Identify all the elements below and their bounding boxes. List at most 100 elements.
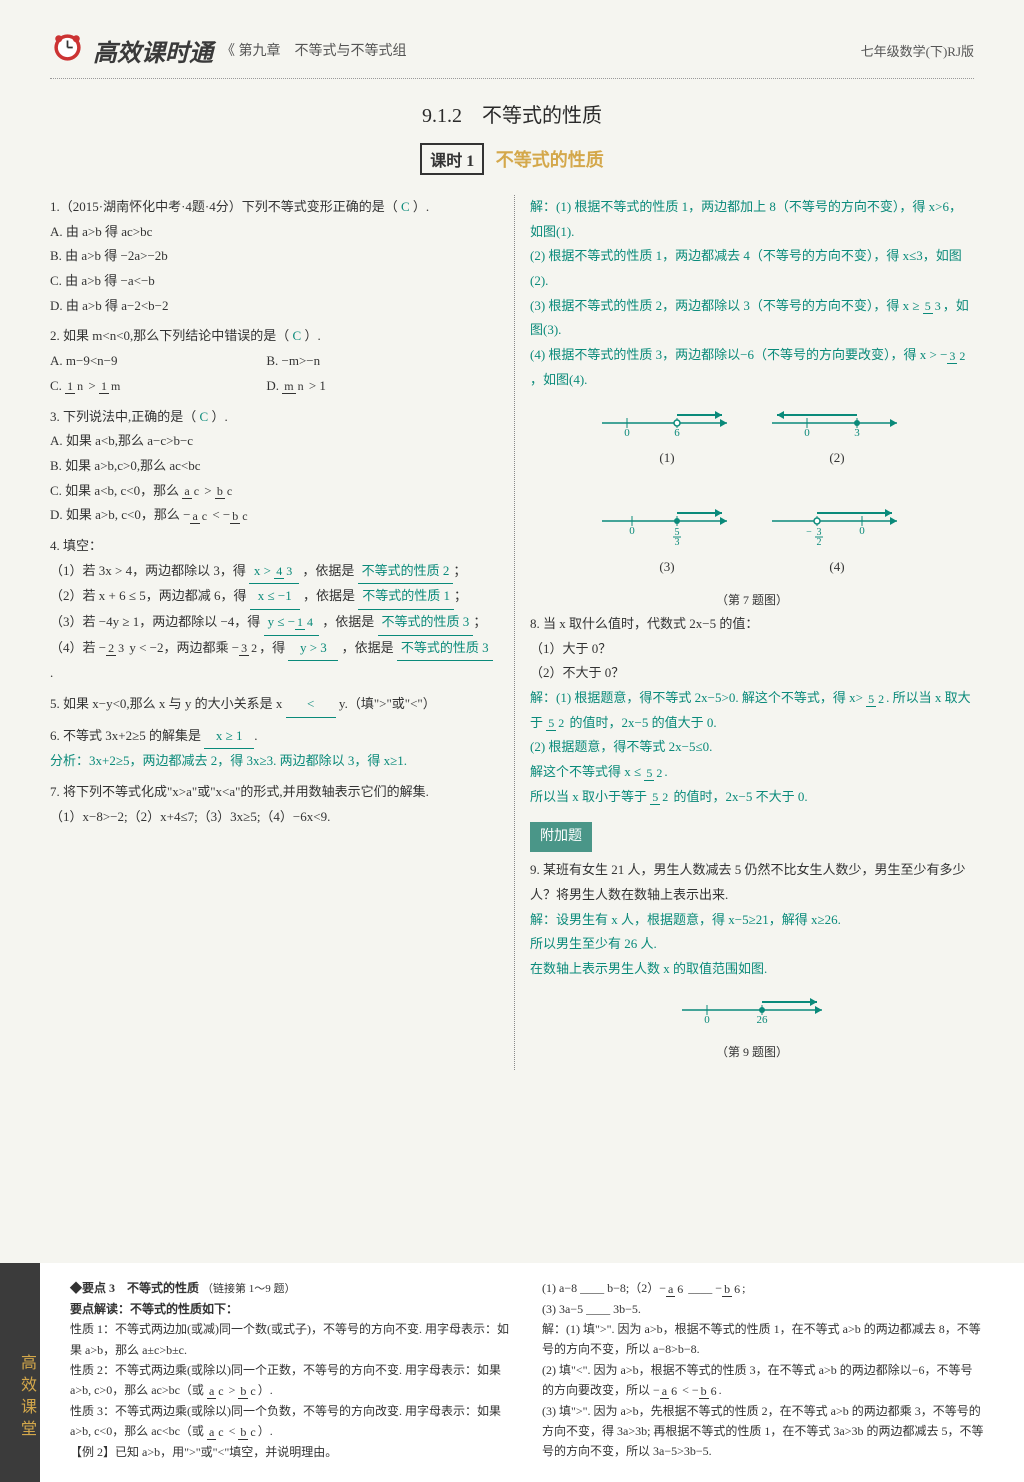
svg-text:2: 2 xyxy=(817,537,822,546)
q3-opt-c: C. 如果 a<b, c<0，那么 ac > bc xyxy=(50,483,234,498)
q4-4-blank2: 不等式的性质 3 xyxy=(397,636,493,662)
extra-badge: 附加题 xyxy=(530,822,592,853)
q9-sol1: 解：设男生有 x 人，根据题意，得 x−5≥21，解得 x≥26. xyxy=(530,912,841,927)
q1-opt-d: D. 由 a>b 得 a−2<b−2 xyxy=(50,298,169,313)
clock-icon xyxy=(50,30,85,70)
page-content: 高效课时通 《 第九章 不等式与不等式组 七年级数学(下)RJ版 9.1.2 不… xyxy=(0,0,1024,1070)
q3-answer: C xyxy=(200,409,209,424)
svg-text:6: 6 xyxy=(674,427,680,438)
q7-sol-2: (2) 根据不等式的性质 1，两边都减去 4（不等号的方向不变），得 x≤3，如… xyxy=(530,244,974,293)
q8: 8. 当 x 取什么值时，代数式 2x−5 的值： （1）大于 0？ （2）不大… xyxy=(530,612,974,810)
ex2-a1: 解：(1) 填">". 因为 a>b，根据不等式的性质 1，在不等式 a>b 的… xyxy=(542,1322,981,1356)
q6-blank: x ≥ 1 xyxy=(204,724,254,750)
q4-stem: 4. 填空： xyxy=(50,538,102,553)
footer: 56 高效课堂 ◆要点 3 不等式的性质 （链接第 1～9 题） 要点解读：不等… xyxy=(0,1263,1024,1482)
q7-diagrams: 0 6 (1) 0 3 xyxy=(530,403,974,580)
q4-1a: （1）若 3x > 4，两边都除以 3，得 xyxy=(50,563,246,578)
lesson-number: 课时 1 xyxy=(420,143,484,175)
q8-a3: 解这个不等式得 x ≤ 52. xyxy=(530,764,668,779)
q5-blank: < xyxy=(286,692,336,718)
chapter-label: 《 第九章 不等式与不等式组 xyxy=(221,40,407,60)
diag2-label: (2) xyxy=(767,446,907,471)
ex2-a3: (3) 填">". 因为 a>b，先根据不等式的性质 2，在不等式 a>b 的两… xyxy=(542,1404,984,1459)
example-2: 【例 2】已知 a>b，用">"或"<"填空，并说明理由。 xyxy=(70,1445,337,1459)
q5: 5. 如果 x−y<0,那么 x 与 y 的大小关系是 x < y.（填">"或… xyxy=(50,692,494,718)
q3-close: ）. xyxy=(211,409,227,424)
q4-4-blank1: y > 3 xyxy=(288,636,338,662)
q4-3a: （3）若 −4y ≥ 1，两边都除以 −4，得 xyxy=(50,614,260,629)
q9-stem: 9. 某班有女生 21 人，男生人数减去 5 仍然不比女生人数少，男生至少有多少… xyxy=(530,862,966,902)
lesson-tag: 课时 1 不等式的性质 xyxy=(50,143,974,175)
q4-1-blank2: 不等式的性质 2 xyxy=(358,559,454,585)
q7-sol-4: (4) 根据不等式的性质 3，两边都除以−6（不等号的方向要改变），得 x > … xyxy=(530,343,974,392)
svg-text:0: 0 xyxy=(804,427,810,438)
diagram-2: 0 3 (2) xyxy=(767,403,907,471)
q7-fig-label: （第 7 题图） xyxy=(530,589,974,612)
q4-2a: （2）若 x + 6 ≤ 5，两边都减 6，得 xyxy=(50,588,246,603)
q6: 6. 不等式 3x+2≥5 的解集是 x ≥ 1. 分析：3x+2≥5，两边都减… xyxy=(50,724,494,774)
q8-a2: (2) 根据题意，得不等式 2x−5≤0. xyxy=(530,739,712,754)
q9-fig-label: （第 9 题图） xyxy=(530,1041,974,1064)
q4: 4. 填空： （1）若 3x > 4，两边都除以 3，得 x > 43 ，依据是… xyxy=(50,534,494,686)
brand-title: 高效课时通 xyxy=(93,33,213,68)
q2: 2. 如果 m<n<0,那么下列结论中错误的是（ C ）. A. m−9<n−9… xyxy=(50,324,494,398)
q4-4c: ，依据是 xyxy=(342,640,394,655)
q4-2-blank2: 不等式的性质 1 xyxy=(358,584,454,610)
q3-stem: 3. 下列说法中,正确的是（ xyxy=(50,409,196,424)
q8-stem: 8. 当 x 取什么值时，代数式 2x−5 的值： xyxy=(530,616,758,631)
q9: 9. 某班有女生 21 人，男生人数减去 5 仍然不比女生人数少，男生至少有多少… xyxy=(530,858,974,1064)
q4-3c: ，依据是 xyxy=(322,614,374,629)
q4-3-blank2: 不等式的性质 3 xyxy=(378,610,474,636)
left-column: 1.（2015·湖南怀化中考·4题·4分）下列不等式变形正确的是（ C ）. A… xyxy=(50,195,494,1070)
content-columns: 1.（2015·湖南怀化中考·4题·4分）下列不等式变形正确的是（ C ）. A… xyxy=(50,195,974,1070)
q9-sol3: 在数轴上表示男生人数 x 的取值范围如图. xyxy=(530,961,767,976)
q4-2-blank1: x ≤ −1 xyxy=(250,584,300,610)
q4-3-blank1: y ≤ −14 xyxy=(264,610,319,636)
svg-text:0: 0 xyxy=(704,1014,710,1025)
q3-opt-d: D. 如果 a>b, c<0，那么 −ac < −bc xyxy=(50,507,250,522)
property-1: 性质 1：不等式两边加(或减)同一个数(或式子)，不等号的方向不变. 用字母表示… xyxy=(70,1322,509,1356)
q5-tail: y.（填">"或"<"） xyxy=(339,696,436,711)
q3-opt-a: A. 如果 a<b,那么 a−c>b−c xyxy=(50,433,193,448)
q3-opt-b: B. 如果 a>b,c>0,那么 ac<bc xyxy=(50,458,201,473)
header-right: 七年级数学(下)RJ版 xyxy=(861,41,974,60)
diag4-label: (4) xyxy=(767,555,907,580)
keypoint-title: ◆要点 3 不等式的性质 xyxy=(70,1281,199,1295)
diagram-4: − 3 2 0 (4) xyxy=(767,501,907,579)
q6-analysis: 分析：3x+2≥5，两边都减去 2，得 3x≥3. 两边都除以 3，得 x≥1. xyxy=(50,753,407,768)
q8-sub1: （1）大于 0？ xyxy=(530,641,611,656)
q4-1c: ，依据是 xyxy=(302,563,354,578)
property-3: 性质 3：不等式两边乘(或除以)同一个负数，不等号的方向改变. 用字母表示：如果… xyxy=(70,1404,501,1438)
keypoint-intro: 要点解读：不等式的性质如下： xyxy=(70,1302,238,1316)
q9-diagram: 0 26 xyxy=(530,990,974,1034)
footer-side-label: 高效课堂 xyxy=(0,1263,40,1482)
ex2-a2: (2) 填"<". 因为 a>b，根据不等式的性质 3，在不等式 a>b 的两边… xyxy=(542,1363,973,1397)
lesson-subtitle: 不等式的性质 xyxy=(496,150,604,170)
q7-items: （1）x−8>−2;（2）x+4≤7;（3）3x≥5;（4）−6x<9. xyxy=(50,809,330,824)
q7-sol-1: 解：(1) 根据不等式的性质 1，两边都加上 8（不等号的方向不变），得 x>6… xyxy=(530,195,974,244)
q2-opt-d: D. mn > 1 xyxy=(266,378,326,393)
q1-opt-b: B. 由 a>b 得 −2a>−2b xyxy=(50,248,168,263)
q8-a1: 解：(1) 根据题意，得不等式 2x−5>0. 解这个不等式，得 x> 52. … xyxy=(530,690,971,730)
diagram-3: 0 5 3 (3) xyxy=(597,501,737,579)
header: 高效课时通 《 第九章 不等式与不等式组 七年级数学(下)RJ版 xyxy=(50,30,974,79)
q8-a4: 所以当 x 取小于等于 52 的值时，2x−5 不大于 0. xyxy=(530,789,808,804)
q7-sol-3: (3) 根据不等式的性质 2，两边都除以 3（不等号的方向不变），得 x ≥ 5… xyxy=(530,294,974,343)
svg-text:3: 3 xyxy=(854,427,860,438)
footer-left: ◆要点 3 不等式的性质 （链接第 1～9 题） 要点解读：不等式的性质如下： … xyxy=(50,1278,512,1462)
q2-opt-c: C. 1n > 1m xyxy=(50,374,263,399)
section-title: 9.1.2 不等式的性质 xyxy=(50,99,974,128)
keypoint-link: （链接第 1～9 题） xyxy=(202,1283,296,1295)
q7-stem: 7. 将下列不等式化成"x>a"或"x<a"的形式,并用数轴表示它们的解集. xyxy=(50,784,429,799)
q4-1-blank1: x > 43 xyxy=(249,559,299,585)
q3: 3. 下列说法中,正确的是（ C ）. A. 如果 a<b,那么 a−c>b−c… xyxy=(50,405,494,528)
q2-opt-b: B. −m>−n xyxy=(266,353,320,368)
header-left: 高效课时通 《 第九章 不等式与不等式组 xyxy=(50,30,407,70)
property-2: 性质 2：不等式两边乘(或除以)同一个正数，不等号的方向不变. 用字母表示：如果… xyxy=(70,1363,501,1397)
q2-stem: 2. 如果 m<n<0,那么下列结论中错误的是（ xyxy=(50,328,289,343)
ex2-q: (1) a−8 ____ b−8;（2）−a6 ____ −b6;(3) 3a−… xyxy=(542,1281,745,1315)
q1-stem: 1.（2015·湖南怀化中考·4题·4分）下列不等式变形正确的是（ xyxy=(50,199,398,214)
diagram-1: 0 6 (1) xyxy=(597,403,737,471)
q1-opt-a: A. 由 a>b 得 ac>bc xyxy=(50,224,152,239)
svg-text:0: 0 xyxy=(624,427,630,438)
